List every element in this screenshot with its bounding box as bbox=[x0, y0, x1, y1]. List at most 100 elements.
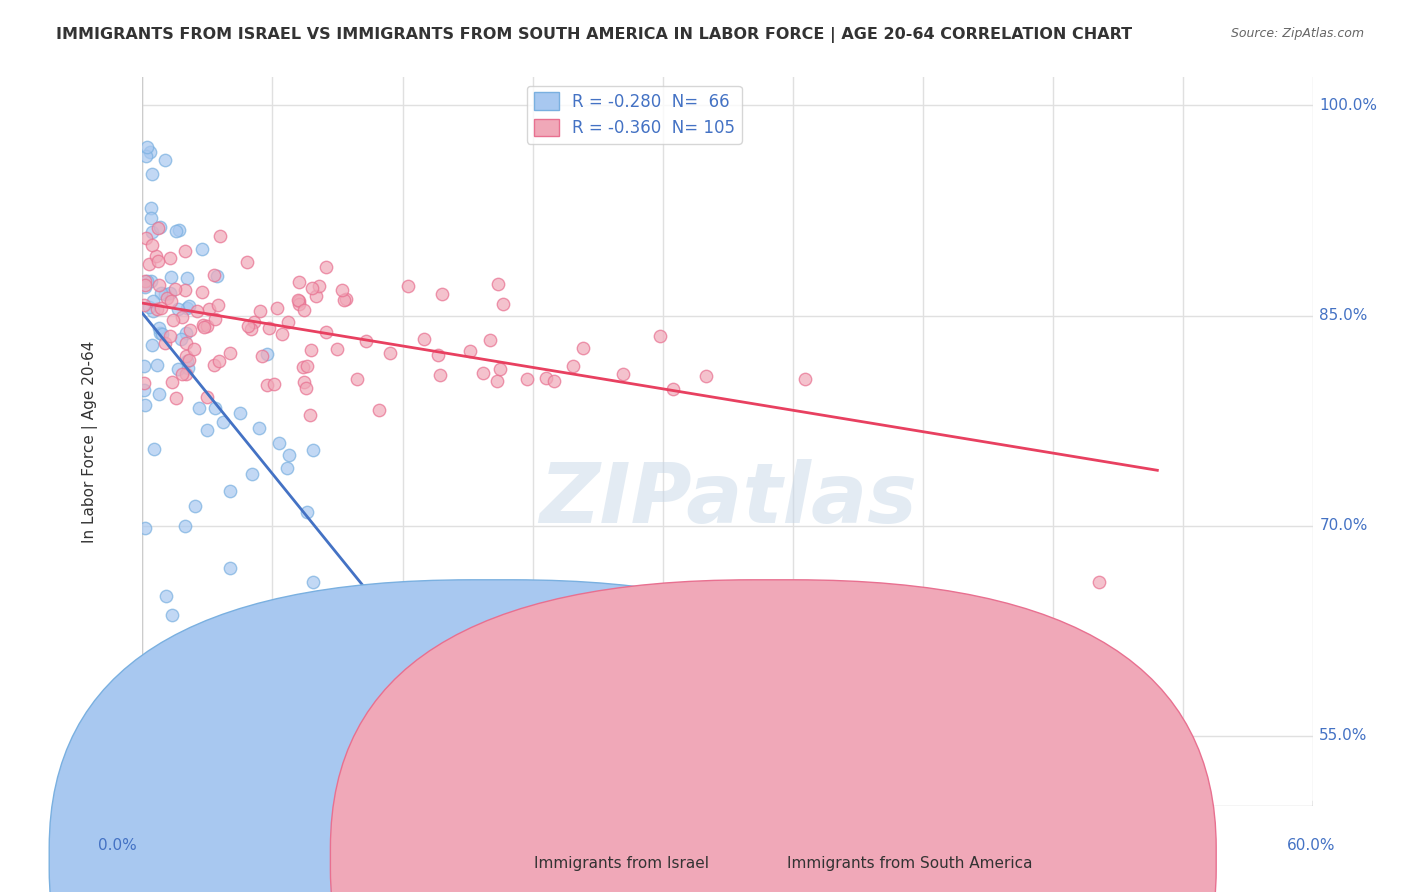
Immigrants from Israel bbox=[184, 500, 207, 514]
Immigrants from South America bbox=[301, 281, 323, 295]
Immigrants from Israel bbox=[276, 460, 298, 475]
Immigrants from South America bbox=[238, 318, 260, 333]
Immigrants from Israel bbox=[212, 415, 235, 429]
Immigrants from Israel bbox=[170, 332, 193, 346]
Immigrants from South America bbox=[156, 291, 179, 305]
Immigrants from Israel bbox=[256, 347, 278, 361]
Immigrants from South America bbox=[315, 260, 337, 274]
Immigrants from South America bbox=[208, 354, 231, 368]
Immigrants from South America bbox=[202, 268, 225, 283]
Immigrants from Israel bbox=[148, 321, 170, 335]
Immigrants from Israel bbox=[177, 299, 200, 313]
Immigrants from South America bbox=[134, 274, 156, 288]
Immigrants from Israel bbox=[134, 521, 156, 535]
Immigrants from Israel bbox=[146, 358, 169, 372]
Immigrants from South America bbox=[141, 238, 163, 252]
Text: 0.0%: 0.0% bbox=[98, 838, 138, 854]
Immigrants from Israel bbox=[134, 359, 156, 373]
Immigrants from Israel bbox=[219, 560, 242, 574]
Immigrants from South America bbox=[534, 371, 557, 385]
Text: Immigrants from South America: Immigrants from South America bbox=[787, 856, 1033, 871]
Immigrants from South America bbox=[243, 315, 266, 329]
Immigrants from Israel bbox=[148, 386, 170, 401]
Immigrants from South America bbox=[145, 249, 167, 263]
Immigrants from Israel bbox=[134, 279, 156, 293]
Immigrants from Israel bbox=[134, 398, 156, 412]
Immigrants from South America bbox=[183, 343, 205, 357]
Immigrants from South America bbox=[202, 358, 225, 372]
Text: 100.0%: 100.0% bbox=[1319, 98, 1378, 113]
Immigrants from Israel bbox=[176, 270, 198, 285]
Immigrants from Israel bbox=[138, 300, 160, 314]
Immigrants from South America bbox=[148, 277, 170, 292]
Immigrants from South America bbox=[378, 346, 401, 360]
Immigrants from South America bbox=[146, 220, 169, 235]
Immigrants from Israel bbox=[269, 436, 291, 450]
Immigrants from South America bbox=[429, 368, 451, 383]
Immigrants from Israel bbox=[155, 589, 177, 603]
Immigrants from Israel bbox=[176, 353, 198, 368]
Immigrants from South America bbox=[662, 382, 685, 396]
Text: IMMIGRANTS FROM ISRAEL VS IMMIGRANTS FROM SOUTH AMERICA IN LABOR FORCE | AGE 20-: IMMIGRANTS FROM ISRAEL VS IMMIGRANTS FRO… bbox=[56, 27, 1132, 43]
Immigrants from Israel bbox=[141, 274, 163, 288]
Immigrants from Israel bbox=[134, 383, 156, 397]
Immigrants from Israel bbox=[177, 360, 200, 375]
Immigrants from Israel bbox=[187, 401, 209, 416]
Immigrants from Israel bbox=[167, 223, 190, 237]
Immigrants from South America bbox=[305, 289, 328, 303]
Immigrants from South America bbox=[134, 376, 156, 391]
Immigrants from South America bbox=[162, 313, 184, 327]
Immigrants from South America bbox=[292, 302, 315, 317]
Immigrants from Israel bbox=[249, 421, 271, 435]
Immigrants from South America bbox=[298, 409, 321, 423]
Immigrants from Israel bbox=[153, 153, 176, 167]
Immigrants from Israel bbox=[240, 467, 263, 482]
Immigrants from Israel bbox=[295, 505, 318, 519]
Immigrants from Israel bbox=[174, 326, 197, 340]
Immigrants from South America bbox=[174, 349, 197, 363]
Immigrants from South America bbox=[612, 367, 634, 381]
Immigrants from South America bbox=[396, 279, 419, 293]
Immigrants from South America bbox=[240, 322, 263, 336]
Immigrants from Israel bbox=[139, 201, 162, 215]
Immigrants from South America bbox=[186, 304, 208, 318]
Immigrants from Israel bbox=[204, 401, 226, 415]
Immigrants from South America bbox=[146, 302, 169, 317]
Immigrants from Israel bbox=[149, 286, 172, 301]
Immigrants from South America bbox=[197, 390, 219, 404]
Immigrants from Israel bbox=[139, 211, 162, 226]
Immigrants from South America bbox=[191, 318, 214, 333]
Immigrants from Israel bbox=[135, 140, 157, 154]
Immigrants from Israel bbox=[167, 302, 190, 317]
Immigrants from South America bbox=[295, 359, 318, 373]
Text: ZIPatlas: ZIPatlas bbox=[538, 459, 917, 541]
Immigrants from South America bbox=[1087, 574, 1109, 589]
Immigrants from South America bbox=[287, 275, 309, 289]
Immigrants from South America bbox=[458, 343, 481, 358]
Immigrants from South America bbox=[326, 343, 349, 357]
Immigrants from South America bbox=[263, 377, 285, 392]
Text: In Labor Force | Age 20-64: In Labor Force | Age 20-64 bbox=[82, 341, 97, 542]
Immigrants from South America bbox=[236, 254, 259, 268]
Immigrants from South America bbox=[292, 375, 315, 389]
Immigrants from South America bbox=[413, 332, 436, 346]
Immigrants from Israel bbox=[142, 294, 165, 309]
Immigrants from South America bbox=[165, 391, 187, 405]
Immigrants from South America bbox=[486, 277, 509, 292]
Immigrants from Israel bbox=[301, 574, 323, 589]
Immigrants from South America bbox=[159, 251, 181, 265]
Immigrants from South America bbox=[572, 341, 595, 355]
Immigrants from South America bbox=[174, 335, 197, 350]
Immigrants from South America bbox=[159, 328, 181, 343]
Immigrants from South America bbox=[170, 367, 193, 381]
Immigrants from Israel bbox=[135, 149, 157, 163]
Immigrants from Israel bbox=[141, 338, 163, 352]
Immigrants from South America bbox=[488, 362, 510, 376]
Immigrants from Israel bbox=[180, 771, 202, 785]
Immigrants from South America bbox=[648, 329, 671, 343]
Immigrants from Israel bbox=[146, 658, 169, 673]
Immigrants from South America bbox=[315, 326, 337, 340]
Immigrants from South America bbox=[277, 316, 299, 330]
Immigrants from South America bbox=[288, 296, 311, 310]
Text: Source: ZipAtlas.com: Source: ZipAtlas.com bbox=[1230, 27, 1364, 40]
